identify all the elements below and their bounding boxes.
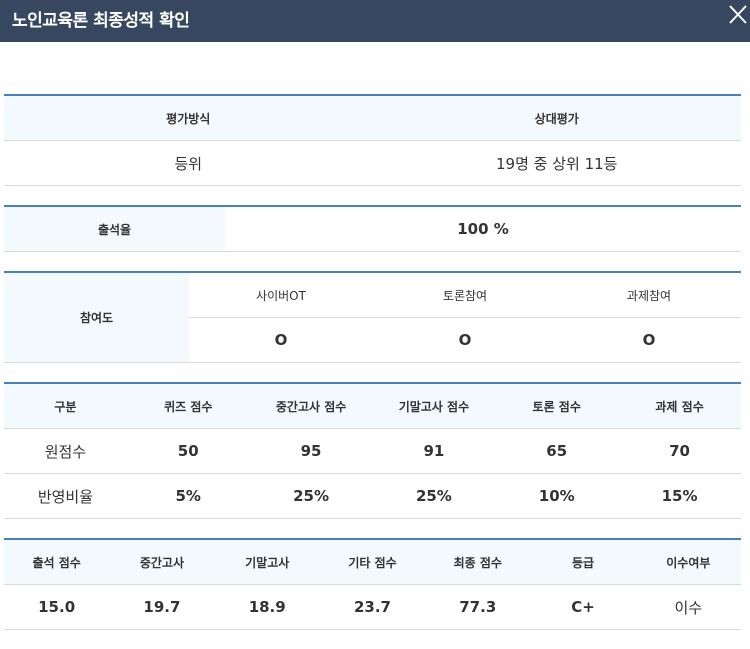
row-label: 반영비율 — [4, 473, 127, 519]
participation-col-assignment: 과제참여 — [557, 272, 741, 318]
participation-label: 참여도 — [4, 272, 189, 363]
attendance-value: 100 % — [225, 206, 741, 252]
score-cell: 91 — [372, 428, 496, 474]
final-header: 기말고사 — [214, 539, 320, 585]
table-row: 반영비율 5% 25% 25% 10% 15% — [4, 473, 741, 519]
attendance-table: 출석율 100 % — [4, 205, 741, 252]
score-cell: 25% — [249, 473, 373, 519]
grade-content: 평가방식 상대평가 등위 19명 중 상위 11등 출석율 100 % 참여도 … — [4, 94, 741, 649]
score-cell: 15% — [618, 473, 741, 519]
participation-col-discussion: 토론참여 — [373, 272, 557, 318]
table-row: 15.0 19.7 18.9 23.7 77.3 C+ 이수 — [4, 584, 741, 630]
method-value: 등위 — [4, 140, 373, 186]
score-cell: 95 — [249, 428, 373, 474]
row-label: 원점수 — [4, 428, 127, 474]
final-cell: 77.3 — [425, 584, 531, 630]
final-header: 출석 점수 — [4, 539, 110, 585]
score-cell: 65 — [495, 428, 619, 474]
relative-value: 19명 중 상위 11등 — [372, 140, 741, 186]
window-title: 노인교육론 최종성적 확인 — [12, 11, 190, 31]
attendance-label: 출석율 — [4, 206, 225, 252]
scores-header: 과제 점수 — [618, 383, 741, 429]
scores-header: 기말고사 점수 — [372, 383, 496, 429]
score-cell: 25% — [372, 473, 496, 519]
participation-val-assignment: O — [557, 317, 741, 363]
participation-val-cyber-ot: O — [189, 317, 373, 363]
scores-header: 구분 — [4, 383, 127, 429]
score-cell: 70 — [618, 428, 741, 474]
scores-table: 구분 퀴즈 점수 중간고사 점수 기말고사 점수 토론 점수 과제 점수 원점수… — [4, 382, 741, 519]
title-bar: 노인교육론 최종성적 확인 — [0, 0, 750, 42]
final-header: 기타 점수 — [319, 539, 426, 585]
scores-header: 중간고사 점수 — [249, 383, 373, 429]
close-icon[interactable] — [722, 0, 750, 30]
evaluation-table: 평가방식 상대평가 등위 19명 중 상위 11등 — [4, 94, 741, 186]
final-header: 최종 점수 — [425, 539, 531, 585]
participation-val-discussion: O — [373, 317, 557, 363]
final-cell: 18.9 — [214, 584, 320, 630]
participation-table: 참여도 사이버OT 토론참여 과제참여 O O O — [4, 271, 741, 363]
scores-header: 토론 점수 — [495, 383, 619, 429]
score-cell: 50 — [126, 428, 250, 474]
score-cell: 5% — [126, 473, 250, 519]
scores-header: 퀴즈 점수 — [126, 383, 250, 429]
score-cell: 10% — [495, 473, 619, 519]
table-row: 원점수 50 95 91 65 70 — [4, 428, 741, 474]
final-grade: C+ — [530, 584, 636, 630]
final-completion: 이수 — [635, 584, 741, 630]
method-label: 평가방식 — [4, 95, 373, 141]
final-cell: 23.7 — [319, 584, 426, 630]
final-table: 출석 점수 중간고사 기말고사 기타 점수 최종 점수 등급 이수여부 15.0… — [4, 538, 741, 630]
final-header: 이수여부 — [635, 539, 741, 585]
final-header: 중간고사 — [109, 539, 215, 585]
relative-label: 상대평가 — [372, 95, 741, 141]
final-cell: 19.7 — [109, 584, 215, 630]
final-header: 등급 — [530, 539, 636, 585]
participation-col-cyber-ot: 사이버OT — [189, 272, 373, 318]
final-cell: 15.0 — [4, 584, 110, 630]
